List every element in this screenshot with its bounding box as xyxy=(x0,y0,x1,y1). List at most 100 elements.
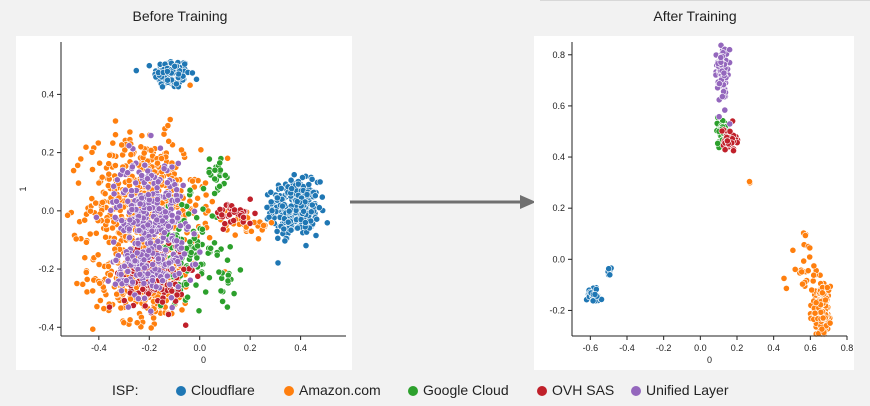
point-unified-layer xyxy=(136,270,144,278)
y-tick-label: 0.0 xyxy=(41,206,54,216)
point-cloudflare xyxy=(591,290,599,298)
point-amazon-com xyxy=(164,122,172,129)
point-amazon-com xyxy=(799,280,806,288)
point-google-cloud xyxy=(226,243,234,251)
point-cloudflare xyxy=(302,242,310,249)
point-cloudflare xyxy=(263,203,271,211)
y-tick-label: -0.4 xyxy=(38,322,54,332)
point-google-cloud xyxy=(230,290,238,297)
point-amazon-com xyxy=(822,296,829,304)
point-cloudflare xyxy=(598,295,605,303)
point-amazon-com xyxy=(202,191,210,199)
point-unified-layer xyxy=(124,197,132,205)
point-amazon-com xyxy=(98,173,106,181)
point-unified-layer xyxy=(155,205,163,213)
point-google-cloud xyxy=(213,251,221,259)
point-amazon-com xyxy=(818,289,826,297)
point-unified-layer xyxy=(156,144,164,152)
legend-item-amazon: Amazon.com xyxy=(284,382,381,398)
point-google-cloud xyxy=(211,166,219,174)
point-amazon-com xyxy=(150,314,157,322)
point-cloudflare xyxy=(175,70,182,78)
point-amazon-com xyxy=(77,155,85,163)
x-tick-label: 0.0 xyxy=(193,343,206,353)
point-cloudflare xyxy=(172,80,180,88)
point-amazon-com xyxy=(92,229,100,237)
point-amazon-com xyxy=(247,227,255,235)
point-unified-layer xyxy=(176,222,184,230)
legend-dot-google-cloud xyxy=(408,386,418,396)
point-amazon-com xyxy=(92,199,100,207)
point-cloudflare xyxy=(145,62,153,70)
point-amazon-com xyxy=(823,284,831,291)
point-cloudflare xyxy=(303,191,311,198)
scatter-points xyxy=(64,58,331,333)
y-tick-label: -0.2 xyxy=(38,264,54,274)
legend-dot-amazon xyxy=(284,386,294,396)
point-amazon-com xyxy=(806,253,814,261)
point-ovh-sas xyxy=(723,137,731,145)
legend-item-cloudflare: Cloudflare xyxy=(176,382,255,398)
point-cloudflare xyxy=(287,176,295,184)
point-ovh-sas xyxy=(168,287,176,295)
point-amazon-com xyxy=(819,314,827,322)
point-unified-layer xyxy=(118,287,125,295)
point-cloudflare xyxy=(279,202,286,210)
point-unified-layer xyxy=(154,178,162,186)
point-google-cloud xyxy=(221,171,229,179)
legend: ISP: Cloudflare Amazon.com Google Cloud … xyxy=(0,380,870,402)
point-amazon-com xyxy=(102,233,109,241)
point-amazon-com xyxy=(112,131,119,139)
point-unified-layer xyxy=(165,191,172,199)
point-unified-layer xyxy=(154,237,162,245)
point-amazon-com xyxy=(89,325,97,333)
point-unified-layer xyxy=(141,294,148,302)
point-ovh-sas xyxy=(718,127,726,135)
point-ovh-sas xyxy=(721,146,729,154)
point-unified-layer xyxy=(123,277,130,285)
point-unified-layer xyxy=(168,304,176,311)
point-unified-layer xyxy=(149,276,156,284)
point-unified-layer xyxy=(186,276,194,284)
point-amazon-com xyxy=(100,305,108,312)
point-unified-layer xyxy=(174,258,182,265)
point-cloudflare xyxy=(193,75,200,83)
point-ovh-sas xyxy=(106,303,113,311)
point-amazon-com xyxy=(120,319,128,327)
x-tick-label: 0.8 xyxy=(841,343,854,353)
point-google-cloud xyxy=(211,175,219,183)
point-unified-layer xyxy=(153,184,161,192)
point-amazon-com xyxy=(801,232,809,239)
before-training-title: Before Training xyxy=(132,8,228,24)
point-amazon-com xyxy=(804,267,812,275)
point-unified-layer xyxy=(144,175,151,183)
point-unified-layer xyxy=(104,277,112,285)
point-amazon-com xyxy=(147,147,155,154)
point-unified-layer xyxy=(164,222,172,230)
point-amazon-com xyxy=(88,148,96,156)
point-cloudflare xyxy=(307,208,315,216)
x-tick-label: -0.2 xyxy=(142,343,158,353)
point-amazon-com xyxy=(73,280,81,287)
point-unified-layer xyxy=(125,142,133,150)
point-google-cloud xyxy=(224,256,231,264)
point-google-cloud xyxy=(202,288,210,296)
point-unified-layer xyxy=(168,265,176,273)
point-cloudflare xyxy=(299,174,306,181)
point-unified-layer xyxy=(138,194,146,202)
point-amazon-com xyxy=(194,177,202,184)
point-unified-layer xyxy=(134,295,142,303)
axes: -0.4 -0.2 0.0 0.2 0.4 -0.4 -0.2 0.0 0.2 0.4 0 1 xyxy=(18,42,346,365)
point-unified-layer xyxy=(126,234,133,241)
point-unified-layer xyxy=(160,165,168,172)
point-unified-layer xyxy=(121,262,128,270)
point-cloudflare xyxy=(163,68,171,75)
point-unified-layer xyxy=(141,161,149,169)
point-unified-layer xyxy=(165,259,173,267)
point-amazon-com xyxy=(147,324,155,332)
legend-dot-cloudflare xyxy=(176,386,186,396)
point-cloudflare xyxy=(606,271,614,279)
point-amazon-com xyxy=(83,275,91,283)
point-amazon-com xyxy=(127,151,135,158)
point-cloudflare xyxy=(294,180,302,188)
